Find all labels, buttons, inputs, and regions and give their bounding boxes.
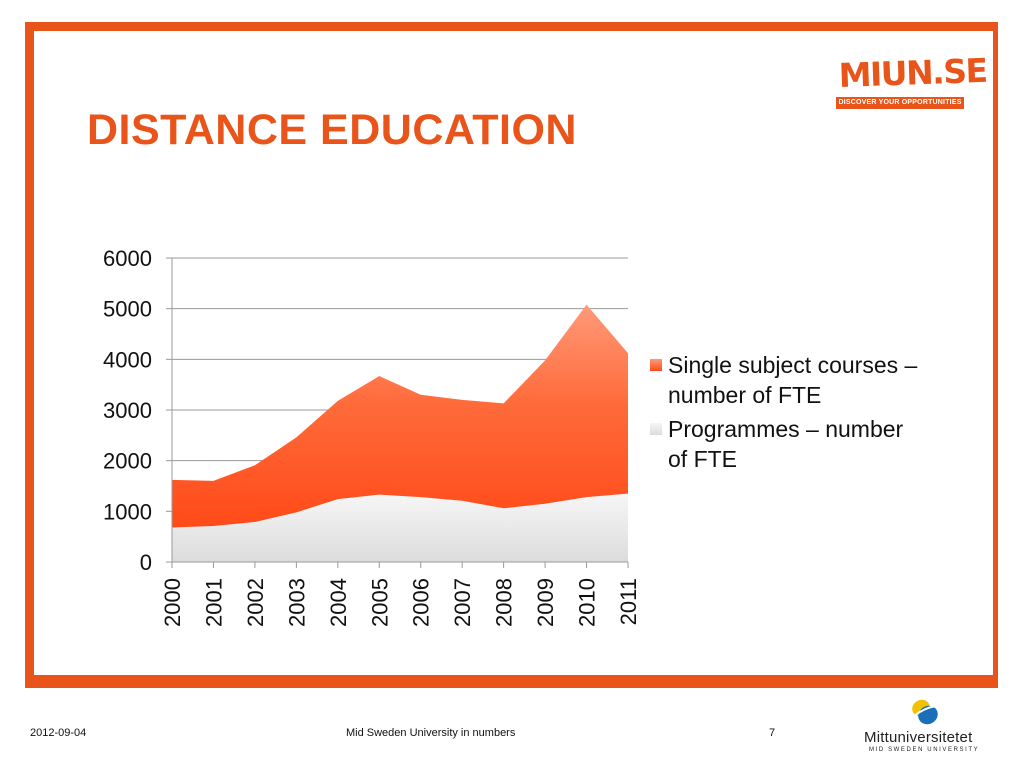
slide-title: DISTANCE EDUCATION [87,106,577,154]
legend-item-programmes: Programmes – number of FTE [650,414,920,474]
brand-name: Mittuniversitetet [864,729,973,746]
x-tick-label-2006: 2006 [409,578,434,627]
legend-swatch-programmes [650,423,662,435]
x-tick-label-2011: 2011 [616,578,641,625]
x-tick-label-2009: 2009 [533,578,558,627]
x-tick-label-2002: 2002 [243,578,268,627]
slide-frame [25,22,998,688]
area-series-single-subject-courses [172,304,628,528]
y-tick-label-3000: 3000 [103,398,152,423]
tick-labels: 0 1000 2000 3000 4000 5000 6000 2000 2001 2002 200… [103,246,641,627]
x-tick-label-2001: 2001 [201,578,226,627]
university-emblem-icon [912,699,938,725]
y-tick-label-0: 0 [140,550,152,575]
legend-item-single-subject-courses: Single subject courses – number of FTE [650,350,920,410]
chart-legend: Single subject courses – number of FTE P… [650,350,920,478]
footer-date: 2012-09-04 [30,727,87,739]
x-tick-label-2007: 2007 [450,578,475,627]
y-tick-label-4000: 4000 [103,347,152,372]
x-tick-label-2004: 2004 [326,578,351,627]
y-tick-label-6000: 6000 [103,246,152,271]
legend-label-programmes: Programmes – number of FTE [668,416,904,472]
x-tick-label-2000: 2000 [160,578,185,627]
page-number: 7 [769,727,776,739]
x-tick-label-2005: 2005 [367,578,392,627]
slide-content-area [34,31,993,675]
area-series-programmes [172,493,628,562]
legend-label-single-subject-courses: Single subject courses – number of FTE [668,352,918,408]
y-tick-label-5000: 5000 [103,297,152,322]
legend-swatch-single-subject-courses [650,359,662,371]
x-tick-label-2008: 2008 [492,578,517,627]
y-tick-label-1000: 1000 [103,499,152,524]
area-series [172,304,628,562]
footer-title: Mid Sweden University in numbers [346,727,516,739]
x-tick-label-2003: 2003 [284,578,309,627]
miun-logo: MIUN.SE DISCOVER YOUR OPPORTUNITIES [836,51,987,112]
logo-tagline: DISCOVER YOUR OPPORTUNITIES [836,97,964,109]
y-tick-label-2000: 2000 [103,449,152,474]
x-tick-label-2010: 2010 [575,578,600,627]
axes [166,257,629,568]
brand-subtitle: MID SWEDEN UNIVERSITY [869,747,980,753]
university-brand-logo: Mittuniversitetet MID SWEDEN UNIVERSITY [862,696,986,758]
